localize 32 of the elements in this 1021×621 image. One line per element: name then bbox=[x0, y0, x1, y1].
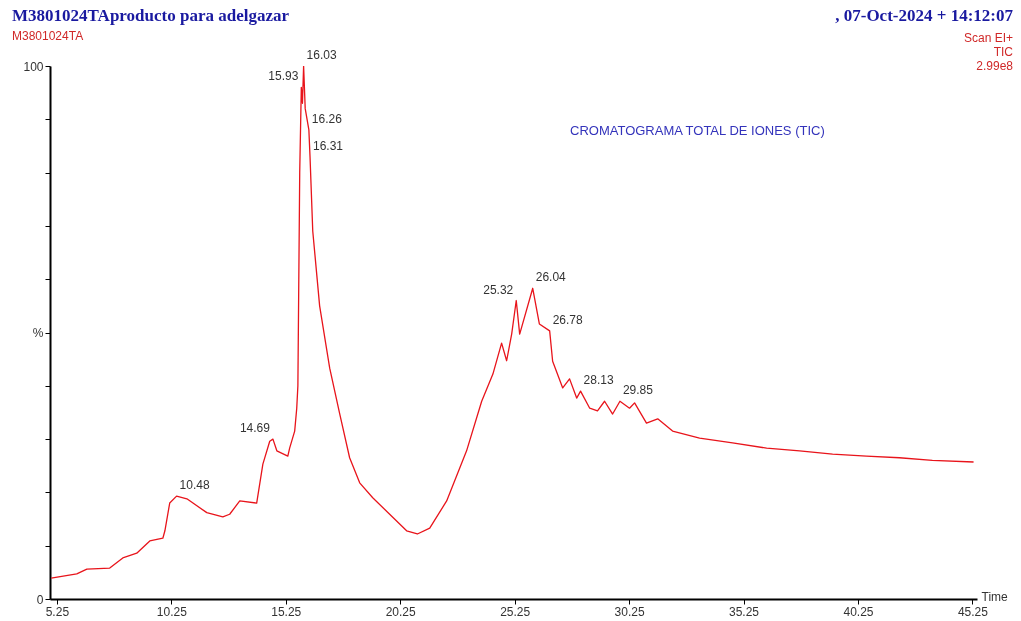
text: , 07-Oct-2024 + 14:12:07 bbox=[835, 6, 1014, 25]
x-tick-label: 5.25 bbox=[45, 604, 70, 619]
x-tick-label: 20.25 bbox=[385, 604, 417, 619]
annotation: 26.78 bbox=[552, 312, 584, 327]
x-tick-label: 40.25 bbox=[843, 604, 874, 619]
x-tick-label: 30.25 bbox=[614, 604, 645, 619]
annotation: 15.93 bbox=[268, 69, 299, 84]
text: Scan EI+ bbox=[963, 31, 1013, 45]
y-tick-label: % bbox=[32, 326, 44, 340]
y-tick-label: 0 bbox=[36, 592, 44, 607]
annotation: 28.13 bbox=[583, 373, 614, 388]
annotation: 16.26 bbox=[311, 111, 343, 126]
text: TIC bbox=[993, 45, 1014, 59]
line-series bbox=[50, 66, 975, 579]
x-axis-title: Time bbox=[981, 589, 1009, 604]
annotation: 14.69 bbox=[239, 421, 271, 436]
y-tick-label: 100 bbox=[23, 59, 44, 74]
x-tick-label: 10.25 bbox=[156, 604, 188, 619]
annotation: 10.48 bbox=[179, 478, 210, 493]
x-tick-label: 35.25 bbox=[729, 604, 760, 619]
chart-title: M3801024TAproducto para adelgazar bbox=[12, 6, 290, 25]
annotation: 29.85 bbox=[622, 383, 654, 398]
x-tick-label: 45.25 bbox=[957, 604, 989, 619]
chart-subtitle: M3801024TA bbox=[12, 29, 84, 43]
annotation: 16.31 bbox=[313, 138, 344, 153]
annotation: 16.03 bbox=[306, 48, 337, 62]
annotation: 2.99e8 bbox=[976, 59, 1014, 73]
x-tick-label: 25.25 bbox=[500, 604, 531, 619]
annotation: 26.04 bbox=[535, 270, 567, 285]
x-tick-label: 15.25 bbox=[271, 604, 302, 619]
annotation: 25.32 bbox=[483, 282, 514, 297]
annotation: CROMATOGRAMA TOTAL DE IONES (TIC) bbox=[570, 123, 825, 138]
